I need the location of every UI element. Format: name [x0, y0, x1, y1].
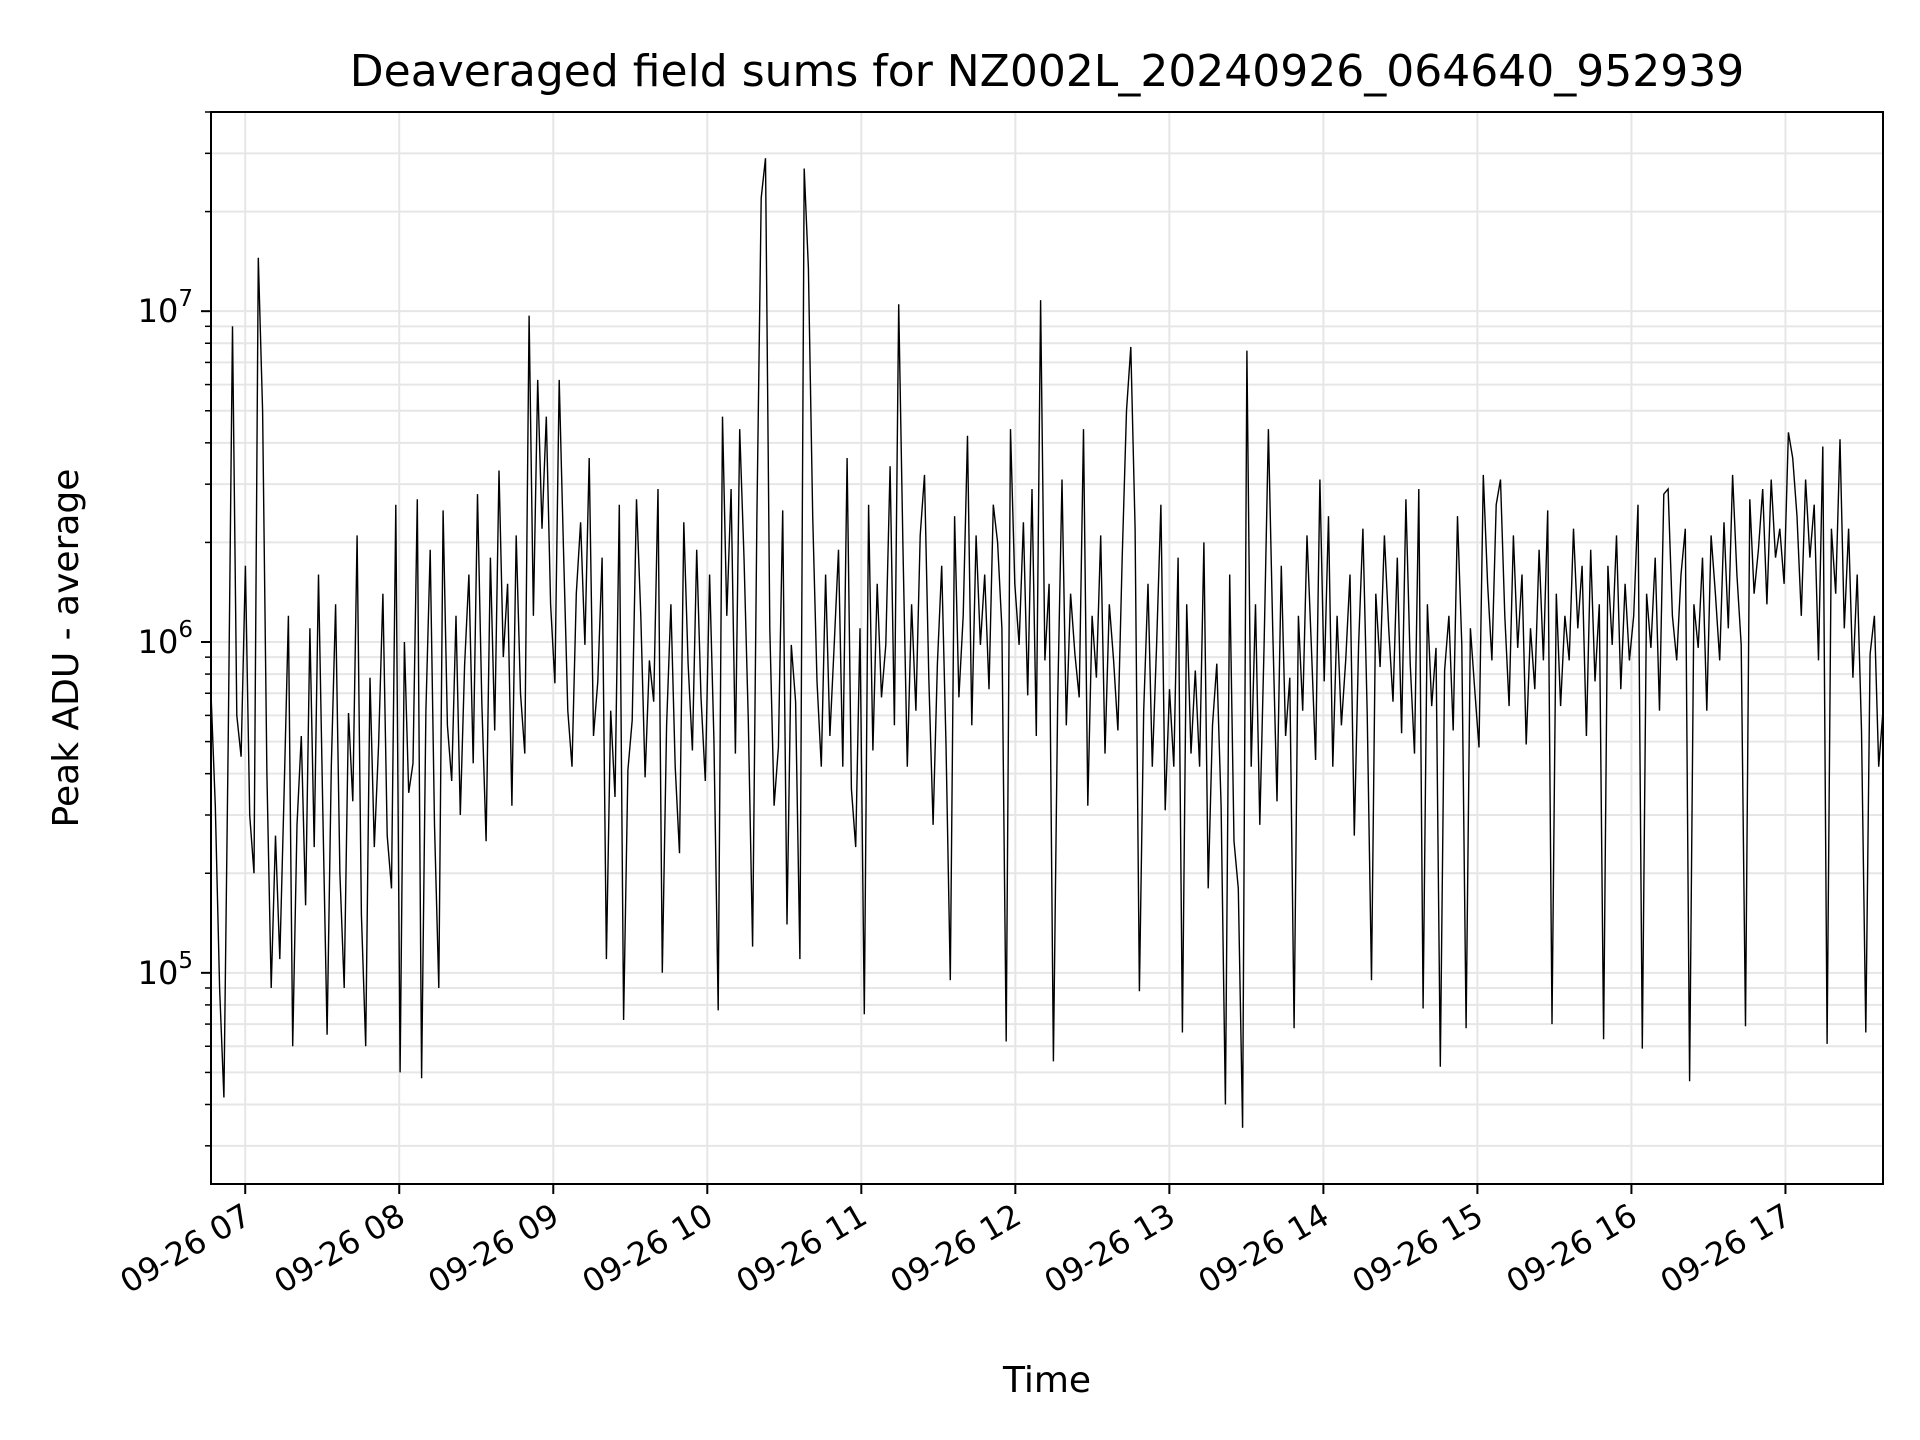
- series-line: [210, 158, 1884, 1128]
- series-group: [210, 158, 1884, 1128]
- grid: [211, 111, 1883, 1184]
- chart-title: Deaveraged field sums for NZ002L_2024092…: [350, 46, 1744, 97]
- x-axis-label: Time: [1002, 1360, 1091, 1401]
- plot-frame: [210, 111, 1884, 1185]
- y-tick-label: 107: [138, 286, 193, 330]
- y-axis: 105 106 107: [138, 111, 211, 1147]
- y-tick-label: 105: [138, 948, 193, 992]
- y-axis-label: Peak ADU - average: [46, 469, 87, 828]
- y-tick-label: 106: [138, 617, 193, 661]
